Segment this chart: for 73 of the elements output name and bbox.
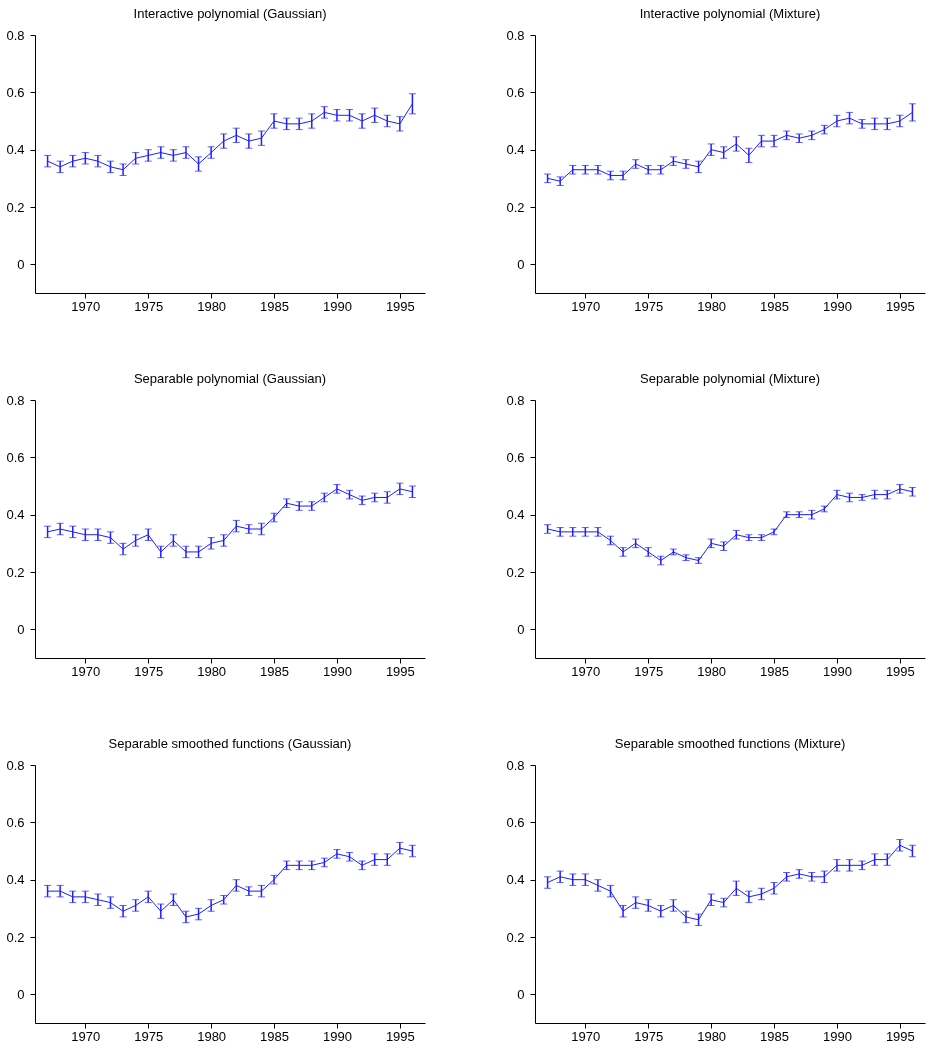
x-tick-label: 1985 — [760, 663, 789, 679]
x-tick-label: 1980 — [697, 663, 727, 679]
y-tick-label: 0 — [17, 621, 25, 637]
y-tick-label: 0.4 — [6, 142, 25, 158]
y-tick-label: 0.8 — [506, 757, 525, 773]
x-tick-label: 1980 — [197, 1028, 227, 1044]
y-tick-label: 0.2 — [6, 199, 25, 215]
x-tick-label: 1995 — [385, 298, 415, 314]
chart-title: Interactive polynomial (Mixture) — [639, 6, 821, 21]
y-tick-label: 0.2 — [506, 929, 525, 945]
x-tick-label: 1990 — [822, 1028, 852, 1044]
x-tick-label: 1985 — [760, 1028, 789, 1044]
x-tick-label: 1980 — [697, 1028, 727, 1044]
y-tick-label: 0.8 — [506, 27, 525, 43]
y-tick-label: 0 — [17, 986, 25, 1002]
x-tick-label: 1980 — [197, 298, 227, 314]
y-tick-label: 0.6 — [6, 84, 25, 100]
y-tick-label: 0.6 — [506, 814, 525, 830]
y-tick-label: 0.8 — [506, 392, 525, 408]
x-tick-label: 1975 — [634, 298, 664, 314]
x-tick-label: 1990 — [822, 298, 852, 314]
y-tick-label: 0.6 — [506, 449, 525, 465]
x-tick-label: 1985 — [760, 298, 789, 314]
x-tick-label: 1995 — [385, 663, 415, 679]
y-tick-label: 0.6 — [6, 449, 25, 465]
x-tick-label: 1975 — [634, 1028, 664, 1044]
x-tick-label: 1985 — [260, 663, 289, 679]
y-tick-label: 0 — [517, 986, 525, 1002]
x-tick-label: 1970 — [71, 298, 101, 314]
x-tick-label: 1975 — [134, 1028, 164, 1044]
y-tick-label: 0.4 — [506, 872, 525, 888]
x-tick-label: 1970 — [71, 663, 101, 679]
x-tick-label: 1970 — [571, 1028, 601, 1044]
x-tick-label: 1995 — [385, 1028, 415, 1044]
y-tick-label: 0.4 — [6, 872, 25, 888]
x-tick-label: 1985 — [260, 298, 289, 314]
y-tick-label: 0.8 — [6, 757, 25, 773]
x-tick-label: 1985 — [260, 1028, 289, 1044]
x-tick-label: 1975 — [634, 663, 664, 679]
x-tick-label: 1970 — [571, 298, 601, 314]
y-tick-label: 0.2 — [506, 199, 525, 215]
chart-title: Separable polynomial (Mixture) — [640, 371, 820, 386]
y-tick-label: 0.6 — [506, 84, 525, 100]
x-tick-label: 1975 — [134, 663, 164, 679]
y-tick-label: 0.2 — [6, 564, 25, 580]
y-tick-label: 0.6 — [6, 814, 25, 830]
y-tick-label: 0.4 — [6, 507, 25, 523]
x-tick-label: 1970 — [571, 663, 601, 679]
x-tick-label: 1970 — [71, 1028, 101, 1044]
y-tick-label: 0.4 — [506, 507, 525, 523]
x-tick-label: 1995 — [885, 1028, 915, 1044]
x-tick-label: 1980 — [697, 298, 727, 314]
x-tick-label: 1980 — [197, 663, 227, 679]
y-tick-label: 0.4 — [506, 142, 525, 158]
chart-title: Interactive polynomial (Gaussian) — [133, 6, 327, 21]
y-tick-label: 0.2 — [506, 564, 525, 580]
y-tick-label: 0 — [17, 256, 25, 272]
x-tick-label: 1975 — [134, 298, 164, 314]
chart-title: Separable smoothed functions (Mixture) — [614, 736, 846, 751]
y-tick-label: 0 — [517, 256, 525, 272]
x-tick-label: 1990 — [322, 663, 352, 679]
y-tick-label: 0.2 — [6, 929, 25, 945]
y-tick-label: 0.8 — [6, 27, 25, 43]
x-tick-label: 1995 — [885, 663, 915, 679]
y-tick-label: 0 — [517, 621, 525, 637]
x-tick-label: 1990 — [822, 663, 852, 679]
chart-title: Separable polynomial (Gaussian) — [133, 371, 327, 386]
x-tick-label: 1995 — [885, 298, 915, 314]
x-tick-label: 1990 — [322, 298, 352, 314]
line-series — [547, 488, 913, 562]
x-tick-label: 1990 — [322, 1028, 352, 1044]
y-tick-label: 0.8 — [6, 392, 25, 408]
chart-title: Separable smoothed functions (Gaussian) — [108, 736, 352, 751]
